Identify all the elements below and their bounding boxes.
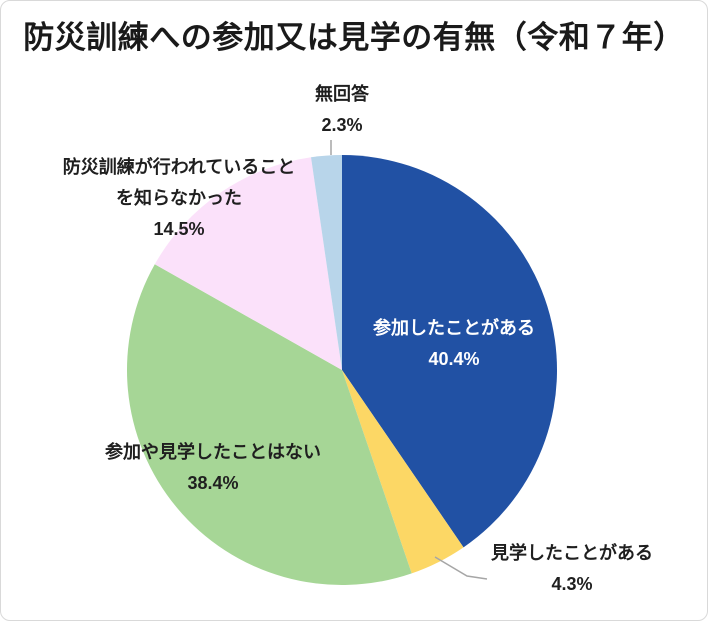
pie-slice-observed [342, 370, 464, 574]
label-no-answer-text: 無回答 [315, 84, 369, 104]
label-never-text: 参加や見学したことはない [105, 442, 321, 462]
label-never-pct: 38.4% [187, 473, 239, 493]
chart-title: 防災訓練への参加又は見学の有無（令和７年） [23, 20, 685, 55]
label-participated-pct: 40.4% [428, 349, 480, 369]
pie-slice-never [126, 264, 412, 586]
label-unknown-text-line2: を知らなかった [116, 188, 242, 208]
pie-slice-participated [342, 155, 557, 548]
label-unknown-text-line1: 防災訓練が行われていること [62, 157, 296, 177]
label-no-answer: 無回答 2.3% [315, 79, 369, 141]
leader-line-observed [434, 556, 488, 580]
label-observed-pct: 4.3% [551, 574, 593, 594]
label-participated-text: 参加したことがある [373, 318, 535, 338]
label-never: 参加や見学したことはない 38.4% [105, 437, 321, 499]
pie-slice-unknown [154, 157, 342, 370]
pie-slices [126, 155, 557, 586]
pie-slice-no_answer [311, 155, 342, 370]
label-no-answer-pct: 2.3% [321, 115, 363, 135]
label-observed: 見学したことがある 4.3% [491, 538, 653, 600]
label-unknown-pct: 14.5% [153, 219, 205, 239]
label-observed-text: 見学したことがある [491, 543, 653, 563]
label-unknown: 防災訓練が行われていること を知らなかった 14.5% [63, 152, 296, 245]
label-participated: 参加したことがある 40.4% [373, 313, 535, 375]
